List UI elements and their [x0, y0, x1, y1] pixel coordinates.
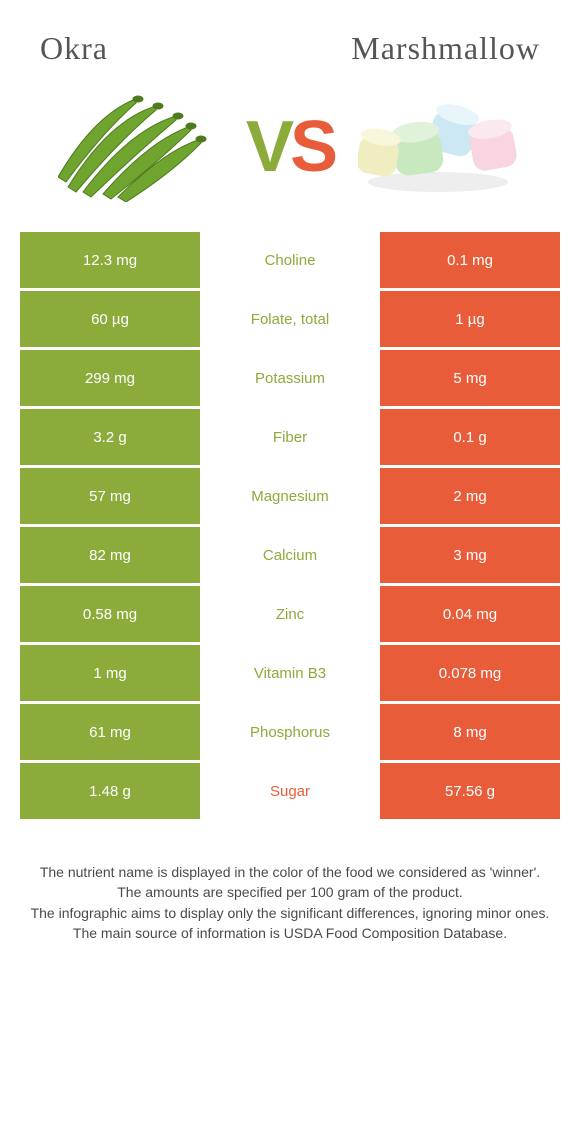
marshmallow-icon — [358, 97, 528, 197]
table-row: 82 mgCalcium3 mg — [20, 527, 560, 583]
value-right: 0.04 mg — [380, 586, 560, 642]
nutrient-label: Potassium — [200, 350, 380, 406]
infographic-container: Okra Marshmallow VS — [0, 0, 580, 943]
table-row: 60 µgFolate, total1 µg — [20, 291, 560, 347]
value-right: 3 mg — [380, 527, 560, 583]
table-row: 0.58 mgZinc0.04 mg — [20, 586, 560, 642]
value-left: 1.48 g — [20, 763, 200, 819]
nutrient-label: Phosphorus — [200, 704, 380, 760]
value-right: 0.078 mg — [380, 645, 560, 701]
value-right: 57.56 g — [380, 763, 560, 819]
nutrient-label: Calcium — [200, 527, 380, 583]
value-left: 57 mg — [20, 468, 200, 524]
value-right: 0.1 g — [380, 409, 560, 465]
vs-s: S — [290, 107, 334, 187]
value-left: 1 mg — [20, 645, 200, 701]
value-left: 12.3 mg — [20, 232, 200, 288]
title-left: Okra — [40, 30, 108, 67]
table-row: 299 mgPotassium5 mg — [20, 350, 560, 406]
value-left: 3.2 g — [20, 409, 200, 465]
nutrient-label: Magnesium — [200, 468, 380, 524]
nutrient-label: Folate, total — [200, 291, 380, 347]
value-left: 82 mg — [20, 527, 200, 583]
nutrient-label: Choline — [200, 232, 380, 288]
nutrient-label: Zinc — [200, 586, 380, 642]
value-right: 8 mg — [380, 704, 560, 760]
table-row: 12.3 mgCholine0.1 mg — [20, 232, 560, 288]
table-row: 57 mgMagnesium2 mg — [20, 468, 560, 524]
table-row: 1 mgVitamin B30.078 mg — [20, 645, 560, 701]
value-right: 2 mg — [380, 468, 560, 524]
value-left: 0.58 mg — [20, 586, 200, 642]
footnote-line: The nutrient name is displayed in the co… — [30, 862, 550, 882]
value-right: 0.1 mg — [380, 232, 560, 288]
marshmallow-image — [355, 87, 530, 207]
value-left: 299 mg — [20, 350, 200, 406]
value-left: 61 mg — [20, 704, 200, 760]
vs-label: VS — [246, 106, 334, 188]
nutrient-label: Vitamin B3 — [200, 645, 380, 701]
title-right: Marshmallow — [351, 30, 540, 67]
nutrient-label: Sugar — [200, 763, 380, 819]
value-right: 5 mg — [380, 350, 560, 406]
footnote-line: The infographic aims to display only the… — [30, 903, 550, 923]
table-row: 1.48 gSugar57.56 g — [20, 763, 560, 819]
nutrient-table: 12.3 mgCholine0.1 mg60 µgFolate, total1 … — [20, 232, 560, 819]
header-row: Okra Marshmallow — [20, 20, 560, 87]
okra-image — [50, 87, 225, 207]
footnote-line: The main source of information is USDA F… — [30, 923, 550, 943]
okra-icon — [58, 92, 218, 202]
footnote-line: The amounts are specified per 100 gram o… — [30, 882, 550, 902]
table-row: 61 mgPhosphorus8 mg — [20, 704, 560, 760]
table-row: 3.2 gFiber0.1 g — [20, 409, 560, 465]
nutrient-label: Fiber — [200, 409, 380, 465]
vs-v: V — [246, 107, 290, 187]
value-right: 1 µg — [380, 291, 560, 347]
value-left: 60 µg — [20, 291, 200, 347]
footnotes: The nutrient name is displayed in the co… — [20, 822, 560, 943]
images-row: VS — [20, 87, 560, 232]
